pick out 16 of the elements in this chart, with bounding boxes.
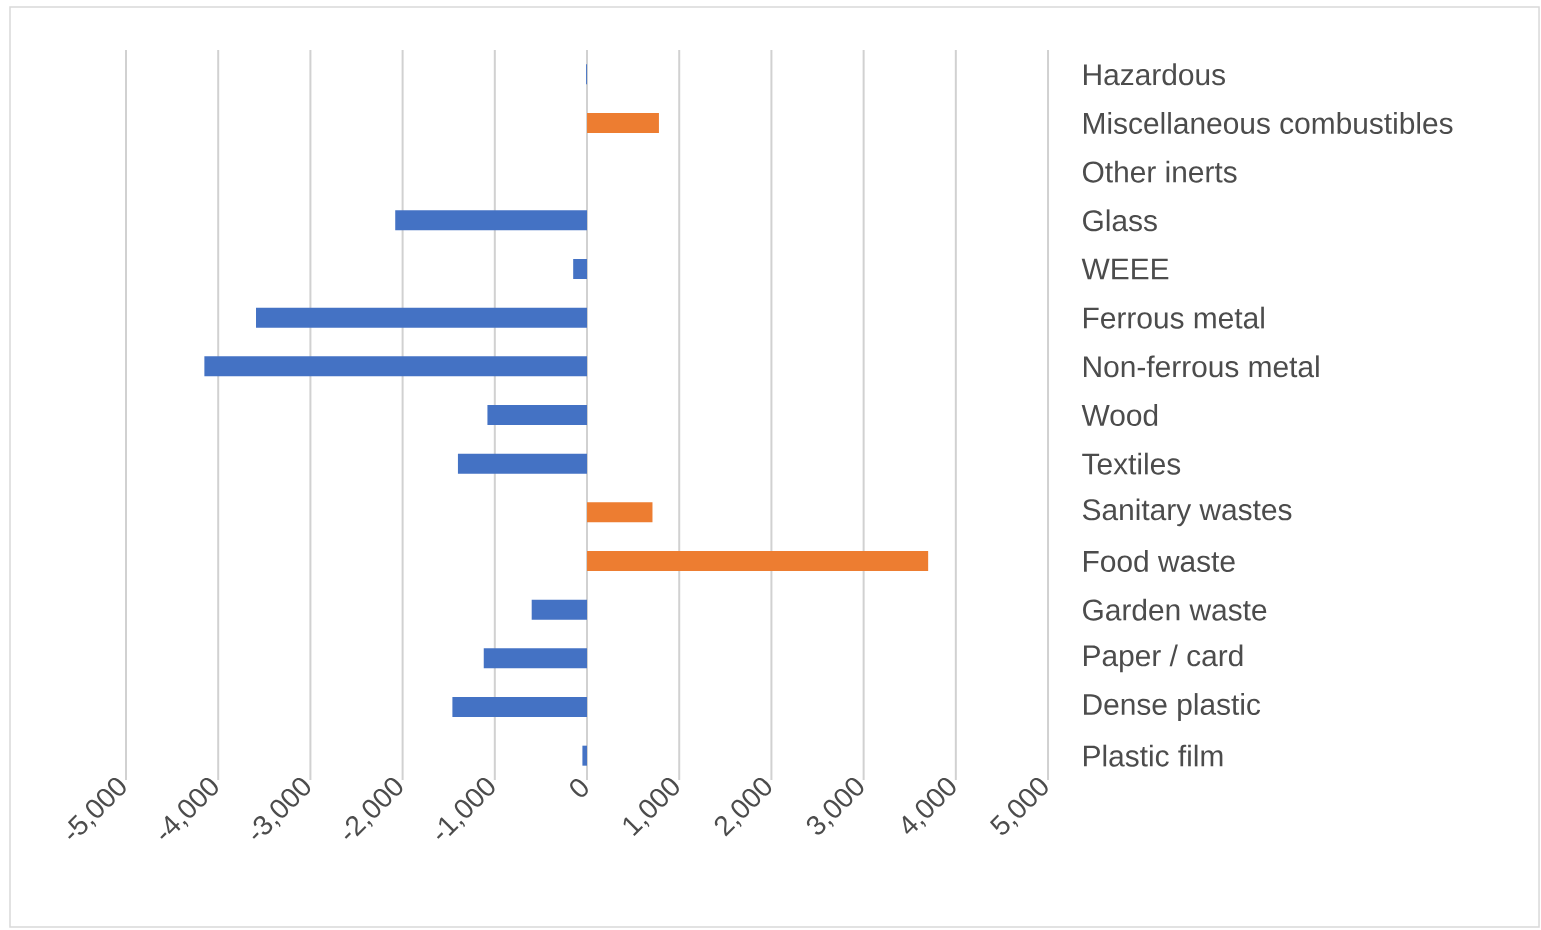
y-tick-label: Paper / card [1084, 644, 1243, 673]
y-tick-label: Dense plastic [1084, 693, 1261, 721]
y-tick-label: Miscellaneous combustibles [1084, 112, 1453, 134]
y-tick-label: Wood [1081, 404, 1158, 426]
y-tick-label: Sanitary wastes [1082, 498, 1292, 527]
y-tick-label: Hazardous [1084, 63, 1225, 86]
y-tick-label: Ferrous metal [1084, 306, 1264, 329]
y-tick-label: Textiles [1082, 452, 1181, 475]
y-tick-label: Plastic film [1084, 744, 1223, 767]
y-tick-label: Other inerts [1082, 160, 1237, 183]
y-tick-label: Food waste [1084, 550, 1235, 572]
y-tick-label: Non-ferrous metal [1084, 355, 1319, 378]
y-tick-label: WEEE [1081, 258, 1169, 280]
x-tick-label: 0 [570, 779, 588, 797]
y-tick-label: Glass [1083, 209, 1157, 232]
y-tick-label: Garden waste [1083, 598, 1267, 621]
